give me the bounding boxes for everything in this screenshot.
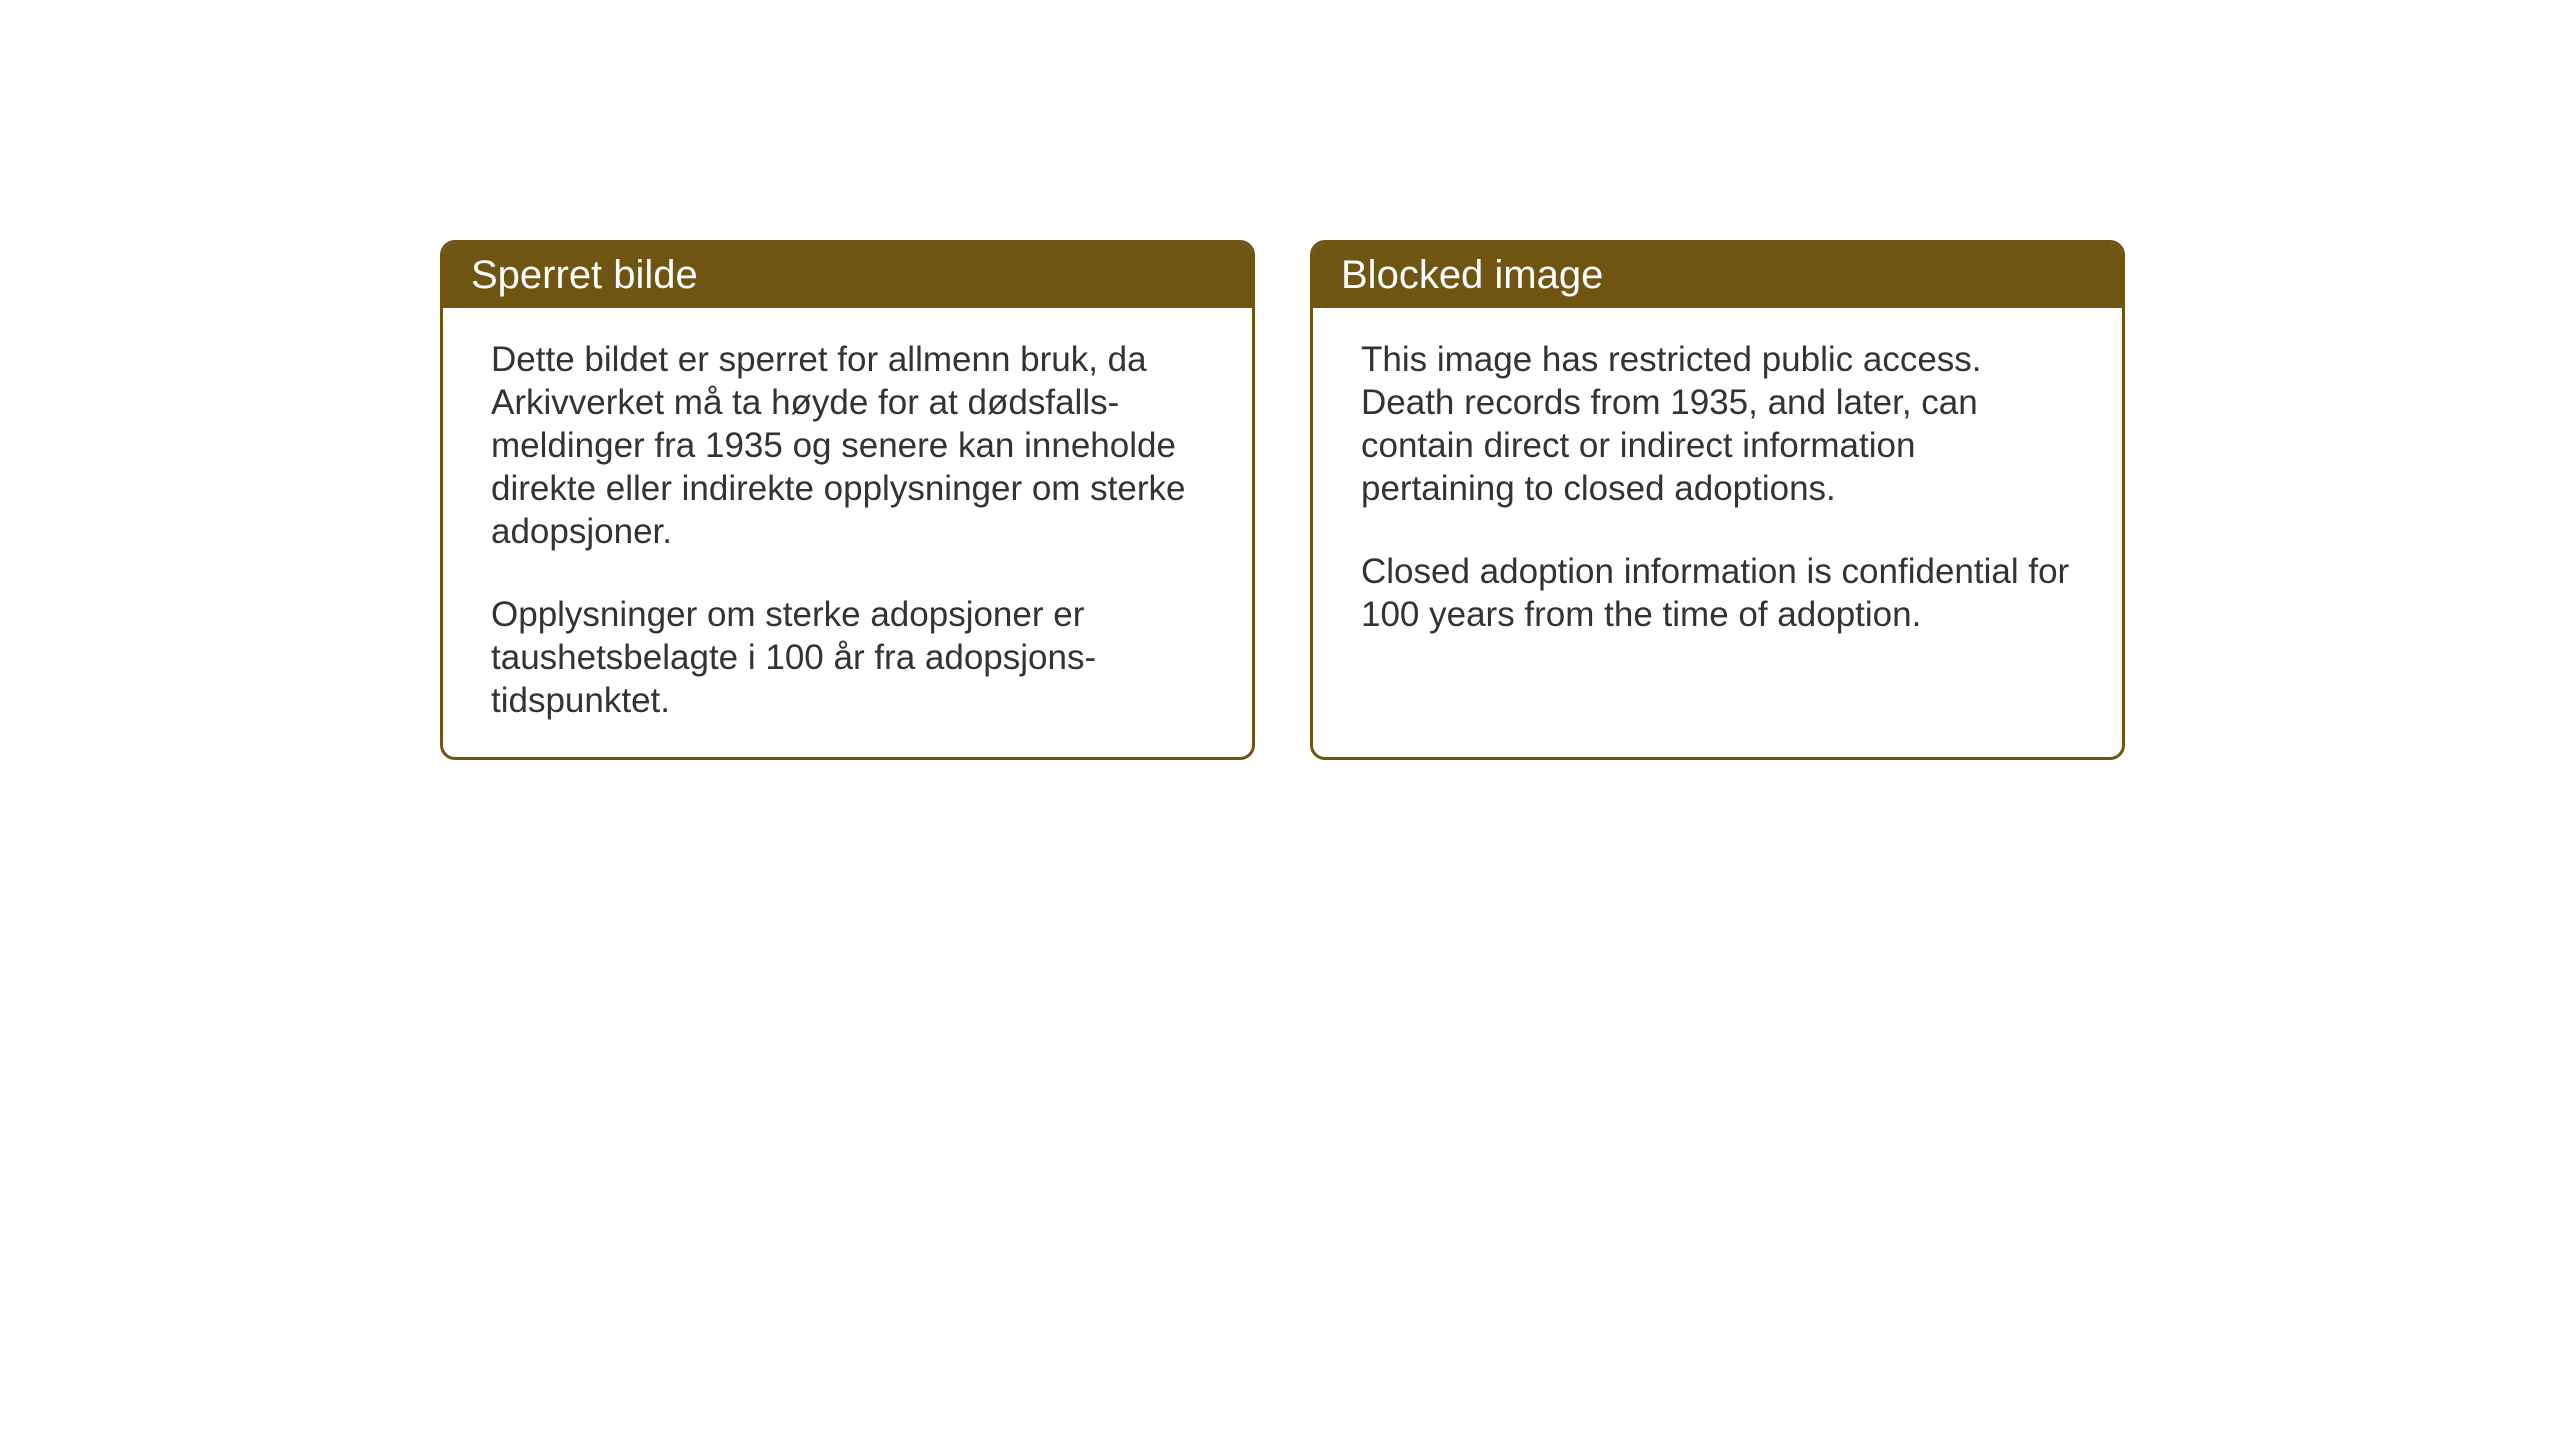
card-paragraph: This image has restricted public access.…	[1361, 338, 2074, 510]
card-header: Blocked image	[1313, 243, 2122, 308]
notice-card-norwegian: Sperret bilde Dette bildet er sperret fo…	[440, 240, 1255, 760]
card-body: Dette bildet er sperret for allmenn bruk…	[443, 308, 1252, 757]
card-title: Sperret bilde	[471, 253, 698, 297]
card-header: Sperret bilde	[443, 243, 1252, 308]
card-paragraph: Opplysninger om sterke adopsjoner er tau…	[491, 593, 1204, 722]
card-paragraph: Dette bildet er sperret for allmenn bruk…	[491, 338, 1204, 553]
notice-container: Sperret bilde Dette bildet er sperret fo…	[440, 240, 2125, 760]
card-paragraph: Closed adoption information is confident…	[1361, 550, 2074, 636]
notice-card-english: Blocked image This image has restricted …	[1310, 240, 2125, 760]
card-body: This image has restricted public access.…	[1313, 308, 2122, 671]
card-title: Blocked image	[1341, 253, 1603, 297]
